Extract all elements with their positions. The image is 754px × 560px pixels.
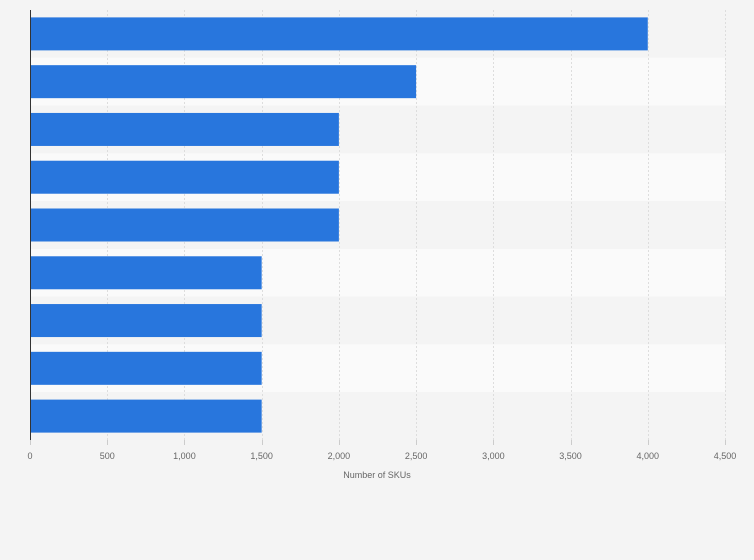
bar[interactable] <box>30 160 339 194</box>
x-tick-label: 2,500 <box>405 451 428 461</box>
x-axis-title: Number of SKUs <box>343 470 411 480</box>
bar[interactable] <box>30 304 262 338</box>
bar[interactable] <box>30 65 417 99</box>
bar[interactable] <box>30 256 262 290</box>
x-tick-label: 4,000 <box>637 451 660 461</box>
bar[interactable] <box>30 351 262 385</box>
x-axis-tick-labels: 0 500 1,000 1,500 2,000 2,500 3,000 3,500 4,000 4… <box>27 451 736 461</box>
bar[interactable] <box>30 17 648 51</box>
bar[interactable] <box>30 208 339 242</box>
x-tick-label: 1,000 <box>173 451 196 461</box>
x-tick-label: 3,500 <box>559 451 582 461</box>
x-tick-label: 0 <box>27 451 32 461</box>
bars <box>30 17 648 433</box>
x-tick-label: 500 <box>100 451 115 461</box>
bar[interactable] <box>30 399 262 433</box>
gridlines <box>30 10 726 445</box>
x-tick-label: 3,000 <box>482 451 505 461</box>
x-tick-label: 1,500 <box>250 451 273 461</box>
x-tick-label: 4,500 <box>714 451 737 461</box>
bar[interactable] <box>30 112 339 146</box>
x-tick-label: 2,000 <box>328 451 351 461</box>
